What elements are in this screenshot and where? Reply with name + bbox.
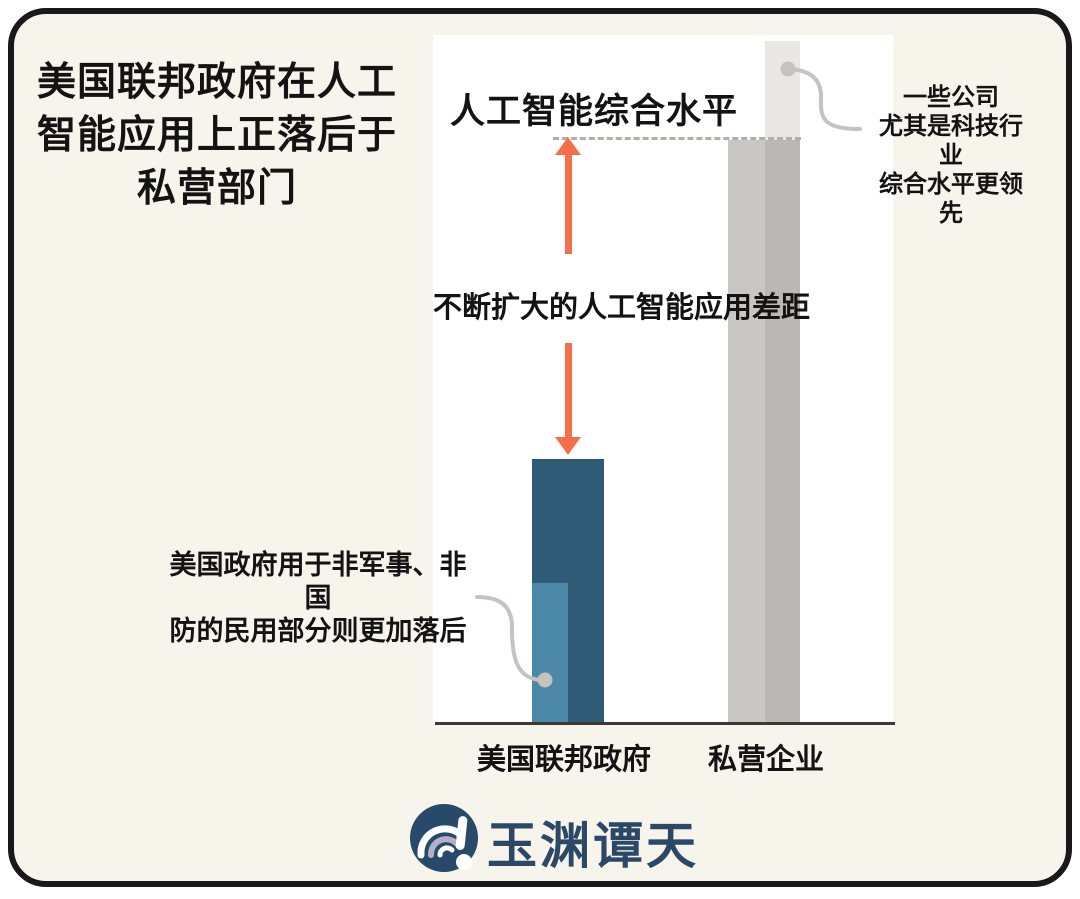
annotation-tech-line-1: 一些公司 <box>903 84 999 111</box>
x-axis-line <box>435 722 895 725</box>
logo-icon <box>410 804 478 872</box>
annotation-tech-companies: 一些公司 尤其是科技行业 综合水平更领先 <box>872 83 1030 228</box>
annotation-civilian-line-2: 防的民用部分则更加落后 <box>169 616 467 646</box>
x-label-federal-government: 美国联邦政府 <box>476 744 651 776</box>
annotation-civilian-portion: 美国政府用于非军事、非国 防的民用部分则更加落后 <box>166 549 470 648</box>
gap-dashed-line <box>553 137 801 140</box>
poster-headline: 美国联邦政府在人工 智能应用上正落后于 私营部门 <box>28 56 406 215</box>
headline-line-3: 私营部门 <box>136 167 297 210</box>
gap-arrow-up-icon <box>555 137 581 155</box>
gap-arrow-up-shaft <box>565 154 572 254</box>
headline-line-2: 智能应用上正落后于 <box>36 114 397 157</box>
civilian-portion-bar <box>532 583 568 724</box>
logo-wordmark: 玉渊谭天 <box>487 818 699 874</box>
annotation-civilian-line-1: 美国政府用于非军事、非国 <box>169 550 467 613</box>
gap-arrow-down-icon <box>555 437 581 455</box>
chart-plot-area: 人工智能综合水平 不断扩大的人工智能应用差距 <box>433 35 893 724</box>
chart-title: 人工智能综合水平 <box>450 92 739 131</box>
gap-arrow-down-shaft <box>565 343 572 438</box>
annotation-tech-line-3: 综合水平更领先 <box>879 171 1023 227</box>
headline-line-1: 美国联邦政府在人工 <box>36 61 397 104</box>
private-sector-bar <box>728 140 800 724</box>
private-sector-bar-shade <box>765 140 800 724</box>
x-label-private-enterprise: 私营企业 <box>707 744 824 776</box>
annotation-tech-line-2: 尤其是科技行业 <box>879 113 1023 169</box>
gap-label: 不断扩大的人工智能应用差距 <box>433 292 811 324</box>
